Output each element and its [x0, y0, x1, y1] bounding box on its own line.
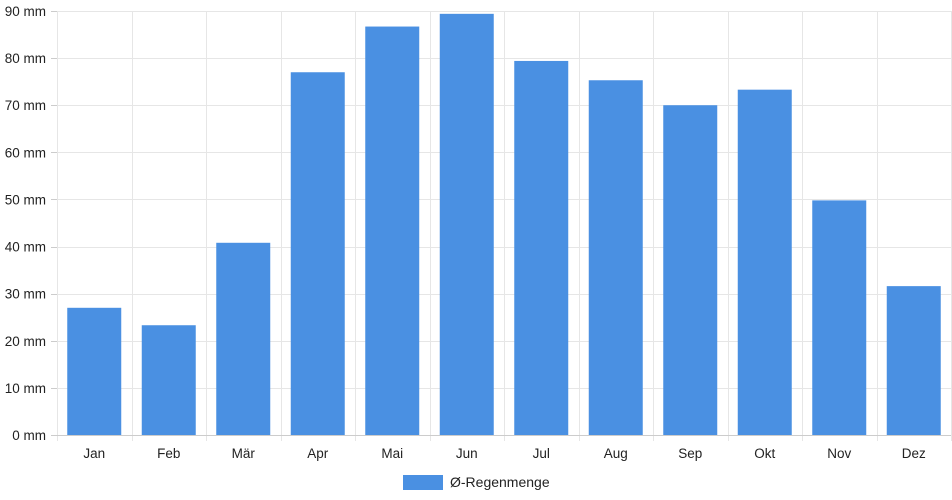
y-tick-label: 10 mm: [5, 381, 46, 396]
x-tick-label-dez: Dez: [902, 446, 926, 461]
x-tick-label-aug: Aug: [604, 446, 628, 461]
axes: [57, 11, 951, 436]
bar-nov[interactable]: [812, 200, 867, 435]
bar-jun[interactable]: [439, 13, 494, 436]
bar-jul[interactable]: [514, 60, 569, 436]
bar-apr[interactable]: [290, 72, 345, 435]
x-tick-label-sep: Sep: [678, 446, 702, 461]
bar-mär[interactable]: [216, 242, 271, 435]
x-tick-label-jul: Jul: [533, 446, 550, 461]
legend-swatch[interactable]: [403, 475, 443, 490]
y-tick-label: 20 mm: [5, 334, 46, 349]
y-tick-label: 40 mm: [5, 240, 46, 255]
x-tick-label-nov: Nov: [827, 446, 851, 461]
x-tick-label-mai: Mai: [381, 446, 403, 461]
grid-lines: [51, 11, 952, 441]
bar-feb[interactable]: [141, 325, 196, 435]
bar-sep[interactable]: [663, 105, 718, 435]
x-tick-label-mär: Mär: [232, 446, 256, 461]
y-tick-label: 80 mm: [5, 51, 46, 66]
x-tick-label-jun: Jun: [456, 446, 478, 461]
bar-okt[interactable]: [737, 89, 792, 436]
x-tick-label-feb: Feb: [157, 446, 180, 461]
y-tick-label: 0 mm: [12, 428, 46, 443]
bar-mai[interactable]: [365, 26, 420, 436]
y-axis-tick-labels: 0 mm 10 mm 20 mm 30 mm 40 mm 50 mm 60 mm 70 mm 8…: [5, 4, 46, 443]
y-tick-label: 60 mm: [5, 145, 46, 160]
y-tick-label: 50 mm: [5, 192, 46, 207]
legend[interactable]: Ø-Regenmenge: [403, 474, 550, 490]
bar-aug[interactable]: [588, 80, 643, 436]
x-axis-tick-labels: Jan Feb Mär Apr Mai Jun Jul Aug Sep Okt Nov Dez: [83, 446, 926, 461]
y-tick-label: 70 mm: [5, 98, 46, 113]
bar-dez[interactable]: [886, 286, 941, 435]
y-tick-label: 90 mm: [5, 4, 46, 19]
bar-jan[interactable]: [67, 307, 122, 435]
x-tick-label-okt: Okt: [754, 446, 775, 461]
x-tick-label-apr: Apr: [307, 446, 329, 461]
x-tick-label-jan: Jan: [83, 446, 105, 461]
legend-label[interactable]: Ø-Regenmenge: [450, 474, 550, 490]
y-tick-label: 30 mm: [5, 287, 46, 302]
bars: [67, 13, 941, 436]
